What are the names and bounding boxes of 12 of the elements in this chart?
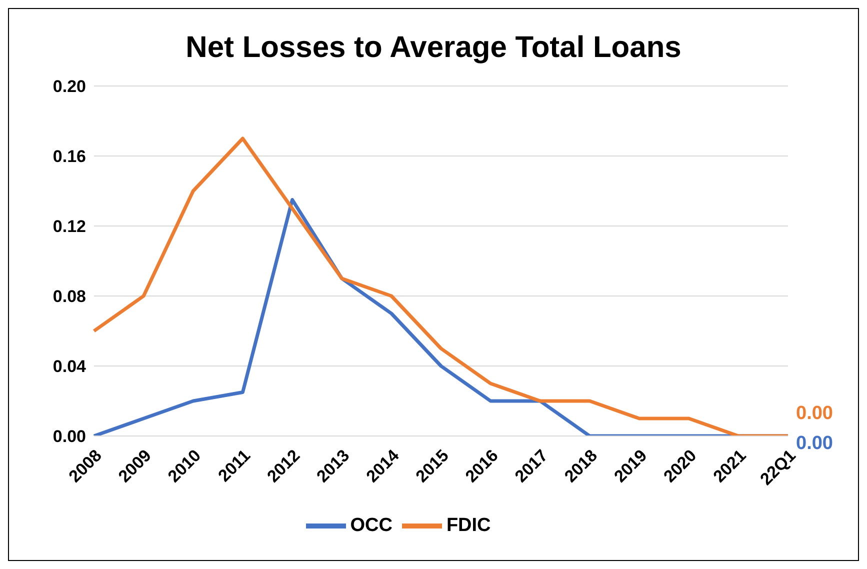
legend-label: OCC — [350, 515, 392, 536]
line-series — [92, 136, 790, 436]
y-tick-label: 0.12 — [52, 217, 86, 236]
y-tick-label: 0.00 — [52, 427, 86, 446]
y-tick-label: 0.04 — [52, 357, 87, 376]
y-tick-label: 0.16 — [52, 147, 86, 166]
data-label: 0.00 — [796, 433, 833, 454]
legend-label: FDIC — [446, 515, 491, 536]
chart-title: Net Losses to Average Total Loans — [184, 31, 682, 66]
y-tick-label: 0.08 — [52, 287, 86, 306]
y-tick-label: 0.20 — [52, 77, 86, 96]
data-label: 0.00 — [796, 403, 833, 424]
